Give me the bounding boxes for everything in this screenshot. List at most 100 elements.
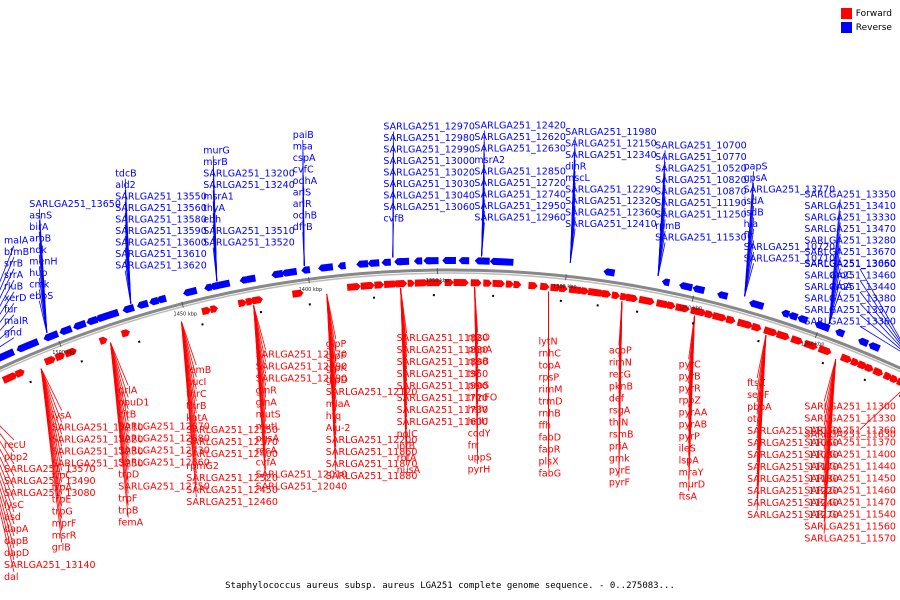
gene-arrow — [271, 269, 284, 279]
gene-label: SARLGA251_13770 — [744, 184, 836, 195]
gene-arrow — [638, 295, 655, 306]
gene-arrow — [470, 279, 482, 287]
gene-arrow — [803, 339, 818, 350]
gene-arrow — [444, 279, 454, 286]
gene-label: SARLGA251_13250 — [52, 458, 144, 469]
gene-arrow — [479, 257, 490, 265]
gene-label: SARLGA251_13570 — [4, 464, 96, 475]
gene-label: glnA — [256, 398, 278, 409]
gene-label: srrA — [4, 270, 24, 281]
gene-arrow — [489, 257, 502, 266]
gene-label: SARLGA251_10820 — [655, 175, 747, 186]
gene-arrow — [581, 287, 589, 295]
gene-label: topA — [539, 360, 562, 371]
gene-label: SARLGA251_12750 — [118, 481, 210, 492]
gene-label: rpmG2 — [186, 461, 219, 472]
gene-label: SARLGA251_11880 — [326, 471, 418, 482]
gene-label: SARLGA251_11470 — [804, 498, 896, 509]
gene-leader-line — [110, 342, 129, 410]
gene-leader-line — [0, 440, 15, 465]
gene-leader-line — [0, 302, 15, 323]
gene-label: SARLGA251_12980 — [383, 133, 475, 144]
gene-label: SARLGA251_12660 — [118, 457, 210, 468]
gene-label: arlS — [293, 188, 311, 199]
gene-leader-line — [618, 300, 623, 478]
gene-arrow — [474, 257, 483, 265]
gene-label: pbpA — [747, 402, 772, 413]
gene-label: SARLGA251_12450 — [186, 485, 278, 496]
gene-leader-line — [0, 456, 15, 489]
gene-arrow — [775, 330, 790, 341]
feature-marker — [863, 378, 867, 382]
gene-arrow — [817, 345, 832, 356]
gene-leader-line — [302, 139, 305, 266]
gene-leader-line — [0, 463, 15, 501]
gene-label: pyrE — [609, 465, 631, 476]
gene-label: bfmB — [4, 247, 29, 258]
gene-arrow — [568, 285, 584, 294]
gene-label: xerD — [4, 293, 26, 304]
gene-label: murD — [679, 479, 706, 490]
gene-label: SARLGA251_11270 — [747, 510, 839, 521]
gene-label: papS — [744, 161, 768, 172]
gene-label: SARLGA251_12200 — [326, 435, 418, 446]
legend-item-forward: Forward — [840, 8, 892, 19]
gene-label: SARLGA251_13670 — [804, 247, 896, 258]
gene-label: SARLGA251_11250 — [655, 210, 747, 221]
gene-label: isdA — [744, 196, 765, 207]
feature-marker — [137, 340, 141, 344]
gene-label: SARLGA251_13140 — [4, 560, 96, 571]
gene-arrow — [120, 329, 130, 338]
gene-leader-line — [859, 268, 900, 340]
gene-arrow — [291, 289, 304, 298]
gene-label: proS — [468, 380, 490, 391]
gene-label: mraY — [679, 467, 704, 478]
gene-label: ftsZ — [747, 378, 766, 389]
gene-label: SARLGA251_11890 — [397, 357, 489, 368]
gene-arrow — [442, 257, 456, 264]
kbp-tick-label: 1250 kbp — [679, 305, 703, 311]
gene-label: SARLGA251_11240 — [747, 498, 839, 509]
gene-label: SARLGA251_11460 — [804, 486, 896, 497]
gene-leader-line — [828, 199, 841, 324]
gene-label: SARLGA251_13360 — [804, 316, 896, 327]
gene-leader-line — [0, 502, 15, 561]
gene-label: SARLGA251_13030 — [383, 179, 475, 190]
gene-label: lspA — [679, 455, 700, 466]
gene-label: SARLGA251_10520 — [655, 164, 747, 175]
gene-label: polC — [397, 429, 418, 440]
gene-label: ebh — [203, 215, 221, 226]
gene-arrow — [24, 338, 40, 349]
gene-label: acpP — [609, 345, 632, 356]
gene-label: birA — [29, 222, 49, 233]
gene-leader-line — [756, 334, 767, 511]
gene-arrow — [513, 280, 522, 289]
legend-swatch-reverse — [840, 22, 852, 33]
gene-arrow — [407, 279, 415, 287]
gene-label: dapB — [4, 536, 28, 547]
gene-label: SARLGA251_12420 — [474, 121, 566, 132]
gene-arrow — [201, 306, 212, 316]
gene-label: otc — [747, 414, 762, 425]
gene-arrow — [868, 342, 881, 352]
gene-label: SARLGA251_13520 — [203, 238, 295, 249]
gene-label: aroB — [29, 233, 51, 244]
gene-arrow — [301, 266, 311, 274]
gene-label: pgsA — [256, 434, 280, 445]
gene-arrow — [763, 326, 778, 337]
gene-arrow — [381, 258, 391, 266]
gene-label: pyrR — [679, 383, 702, 394]
gene-arrow — [889, 374, 898, 383]
gene-leader-line — [400, 288, 407, 466]
gene-arrow — [337, 262, 346, 270]
gene-label: SARLGA251_13000 — [383, 156, 475, 167]
gene-label: SARLGA251_13350 — [804, 189, 896, 200]
kbp-tick-label: 1200 kbp — [801, 341, 825, 347]
gene-label: cvfA — [256, 458, 277, 469]
gene-label: SARLGA251_11950 — [397, 369, 489, 380]
gene-label: hslU — [468, 416, 489, 427]
gene-label: SARLGA251_13410 — [804, 201, 896, 212]
gene-label: trpG — [52, 506, 73, 517]
gene-arrow — [717, 291, 729, 300]
gene-label: SARLGA251_13610 — [115, 249, 207, 260]
